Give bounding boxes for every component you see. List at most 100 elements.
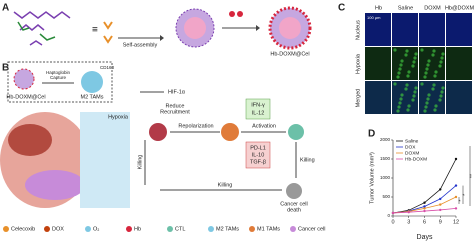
panel-label: D (368, 129, 375, 140)
signal (399, 97, 403, 101)
y-tick-label: 500 (382, 194, 390, 199)
killing-label: Killing (137, 155, 143, 170)
activation-label: Activation (252, 123, 276, 129)
signal (441, 86, 445, 90)
hif-label: HIF-1α (168, 89, 186, 95)
ctl-cell (288, 124, 304, 140)
capture-label: Capture (50, 75, 67, 80)
legend-label: DOX (52, 226, 64, 232)
y-tick-label: 1500 (380, 156, 391, 161)
hb-icon (237, 11, 243, 17)
signal (413, 56, 417, 60)
micrograph (365, 47, 391, 80)
legend-label: Hb-DOXM (405, 156, 427, 162)
legend-icon (208, 226, 214, 232)
signal (441, 52, 445, 56)
column-label: DOXM (424, 5, 441, 11)
signal (439, 94, 443, 98)
row-label: Hypoxia (355, 53, 361, 74)
x-tick-label: 3 (407, 219, 410, 225)
legend-label: DOXM (405, 150, 419, 156)
signal (400, 59, 404, 63)
signal (438, 98, 442, 102)
legend-icon (3, 226, 9, 232)
death-label: Cancer cell (280, 201, 308, 207)
chart: D 0 500 1000 1500 2000 0 3 6 9 12 Days Tumor Volume … (368, 129, 474, 241)
micrograph (392, 13, 418, 46)
signal (412, 60, 416, 64)
nanoparticle-core (184, 17, 206, 39)
signal (406, 108, 410, 112)
significance-label: * (462, 193, 468, 196)
legend-label: CTL (175, 226, 185, 232)
micrograph (365, 13, 391, 46)
panel-label: B (2, 63, 9, 74)
signal (411, 64, 415, 68)
signal (412, 94, 416, 98)
signal (438, 64, 442, 68)
point (439, 203, 442, 206)
signal (405, 49, 409, 53)
signal (433, 74, 437, 78)
signal (396, 109, 400, 113)
signal (431, 87, 435, 91)
signal (424, 71, 428, 75)
signal (404, 87, 408, 91)
micrographs: Hb Saline DOXM Hb@DOXM Nucleus Hypoxia Merged 1… (355, 5, 474, 114)
signal (407, 104, 411, 108)
point (454, 157, 458, 161)
arrowhead (160, 35, 164, 41)
step-label: Self-assembly (123, 42, 158, 48)
signal (405, 83, 409, 87)
cytokine: IL-12 (252, 110, 265, 116)
hb-icon (229, 11, 235, 17)
arrowhead (256, 25, 260, 31)
y-tick-label: 1000 (380, 175, 391, 180)
x-axis-label: Days (417, 234, 433, 241)
signal (423, 109, 427, 113)
row-label: Nucleus (355, 20, 361, 40)
killing-label: Killing (218, 182, 233, 188)
nanoparticle-core (279, 17, 301, 39)
signal (397, 105, 401, 109)
equiv: ≡ (92, 25, 98, 36)
carrier-label: Hb-DOXM@Cel (6, 94, 45, 100)
micrograph (446, 47, 472, 80)
signal (426, 63, 430, 67)
signal (411, 98, 415, 102)
legend-label: M2 TAMs (216, 226, 239, 232)
column-label: Saline (398, 5, 413, 11)
killing-label: Killing (300, 157, 315, 163)
signal (434, 70, 438, 74)
point (391, 211, 395, 215)
signal (420, 82, 424, 86)
recruit-label: Reduce (166, 103, 185, 109)
capture-label: Haptoglobin (46, 70, 71, 75)
cytokine: IL-10 (252, 152, 265, 158)
significance-label: * (458, 199, 464, 202)
legend-label: Hb (134, 226, 141, 232)
signal (398, 67, 402, 71)
cytokine: PD-L1 (250, 145, 266, 151)
signal (400, 93, 404, 97)
signal (432, 83, 436, 87)
signal (398, 101, 402, 105)
point (423, 201, 426, 204)
x-tick-label: 6 (423, 219, 426, 225)
legend-label: DOX (405, 144, 416, 150)
hypoxia-box (80, 112, 130, 208)
y-axis-label: Tumor Volume (mm³) (369, 152, 375, 204)
tumor-cells (25, 170, 85, 200)
recruit-label: Recruitment (160, 109, 190, 115)
signal (406, 74, 410, 78)
signal (414, 86, 418, 90)
m2-label: M2 TAMs (80, 94, 103, 100)
signal (425, 67, 429, 71)
signal (407, 70, 411, 74)
signal (440, 56, 444, 60)
point (439, 208, 442, 212)
vessel (8, 124, 52, 156)
signal (393, 82, 397, 86)
signal (431, 53, 435, 57)
